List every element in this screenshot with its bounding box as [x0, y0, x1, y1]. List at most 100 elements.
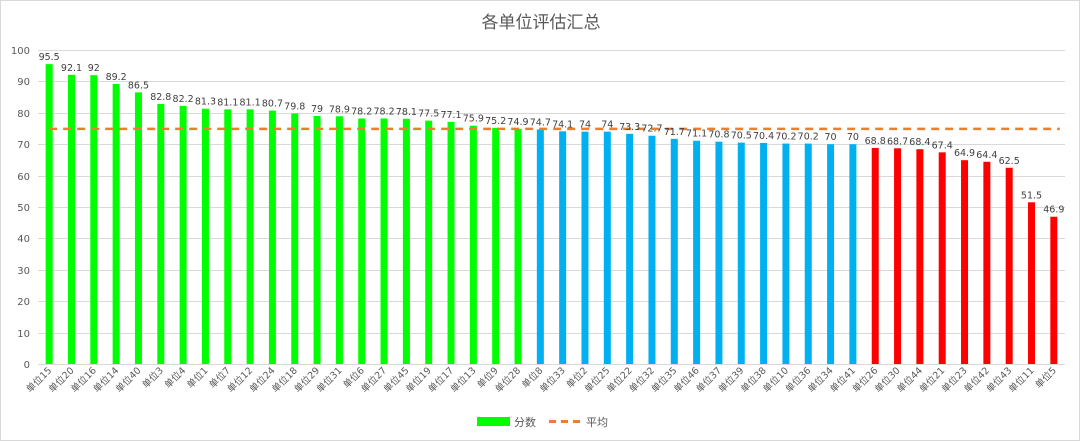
bar: [447, 121, 455, 364]
bar: [581, 131, 589, 364]
data-label: 89.2: [106, 72, 127, 83]
bar: [916, 149, 924, 364]
bar: [693, 140, 701, 364]
legend-swatch-score: [477, 417, 510, 426]
bar: [201, 108, 209, 364]
y-tick-label: 60: [17, 172, 30, 183]
data-label: 74.1: [552, 119, 573, 130]
data-label: 70.2: [798, 132, 819, 143]
data-label: 62.5: [999, 156, 1020, 167]
data-label: 78.1: [396, 107, 417, 118]
legend: 分数 平均: [477, 416, 608, 429]
x-tick-label: 单位3: [140, 365, 166, 391]
bar: [224, 109, 232, 364]
bar: [90, 75, 98, 365]
data-label: 80.7: [262, 99, 283, 110]
y-tick-label: 50: [17, 203, 30, 214]
data-label: 81.3: [195, 97, 216, 108]
bar: [313, 115, 321, 364]
bar: [983, 161, 991, 364]
bar: [1028, 202, 1036, 364]
data-label: 68.8: [865, 136, 886, 147]
data-label: 77.1: [440, 110, 461, 121]
data-label: 86.5: [128, 80, 149, 91]
x-tick-label: 单位11: [1006, 365, 1036, 395]
bar: [469, 125, 477, 364]
data-label: 78.9: [329, 104, 350, 115]
data-label: 92.1: [61, 63, 82, 74]
data-label: 70.4: [753, 131, 774, 142]
data-label: 70: [825, 132, 837, 143]
data-label: 64.9: [954, 148, 975, 159]
data-label: 71.1: [686, 129, 707, 140]
bar: [425, 120, 433, 365]
x-axis-ticks: 单位15单位20单位16单位14单位40单位3单位4单位1单位7单位12单位24…: [24, 365, 1059, 395]
bar: [938, 152, 946, 364]
bar: [559, 131, 567, 364]
bar: [179, 105, 187, 364]
y-tick-label: 80: [17, 109, 30, 120]
x-tick-label: 单位31: [314, 365, 344, 395]
bar: [45, 64, 53, 364]
data-label: 74: [579, 120, 591, 131]
data-label: 81.1: [217, 97, 238, 108]
y-tick-label: 0: [24, 360, 30, 371]
data-label: 79: [311, 104, 323, 115]
x-tick-label: 单位40: [113, 365, 143, 395]
legend-label-average: 平均: [586, 416, 608, 429]
data-label: 77.5: [418, 109, 439, 120]
data-label: 82.2: [173, 94, 194, 105]
data-label: 68.7: [887, 136, 908, 147]
chart-title: 各单位评估汇总: [482, 13, 601, 33]
bar: [536, 129, 544, 364]
data-label: 67.4: [932, 140, 953, 151]
x-tick-label: 单位28: [493, 365, 523, 395]
y-tick-label: 10: [17, 329, 30, 340]
data-label: 82.8: [150, 92, 171, 103]
data-label: 70.5: [731, 131, 752, 142]
data-label: 74.7: [530, 117, 551, 128]
data-label: 75.2: [485, 116, 506, 127]
bar: [157, 104, 165, 365]
gridlines: [38, 50, 1065, 365]
data-label: 71.7: [664, 127, 685, 138]
data-label: 92: [88, 63, 100, 74]
x-tick-label: 单位33: [537, 365, 567, 395]
y-tick-label: 20: [17, 297, 30, 308]
bar: [804, 143, 812, 364]
data-label: 70.2: [775, 132, 796, 143]
data-label: 68.4: [909, 137, 930, 148]
data-label: 74: [601, 120, 613, 131]
bar: [894, 148, 902, 364]
data-label: 78.2: [351, 106, 372, 117]
data-label: 79.8: [284, 101, 305, 112]
legend-label-score: 分数: [514, 416, 536, 429]
data-label: 70.8: [708, 130, 729, 141]
y-axis-ticks: 0 10 20 30 40 50 60 70 80 90 100: [11, 46, 30, 371]
y-tick-label: 40: [17, 234, 30, 245]
y-tick-label: 100: [11, 46, 30, 57]
bar: [603, 131, 611, 364]
data-label: 95.5: [39, 52, 60, 63]
data-label: 74.9: [507, 117, 528, 128]
bar: [849, 144, 857, 364]
bar: [134, 92, 142, 364]
bar: [335, 116, 343, 364]
bar: [246, 109, 254, 364]
x-tick-label: 单位5: [1033, 365, 1059, 391]
bars: [45, 64, 1058, 365]
data-label: 51.5: [1021, 190, 1042, 201]
data-label: 64.4: [976, 150, 997, 161]
bar: [514, 128, 522, 364]
bar: [268, 110, 276, 365]
data-label: 75.9: [463, 114, 484, 125]
bar: [760, 142, 768, 364]
bar: [402, 118, 410, 365]
bar: [291, 113, 299, 364]
bar: [670, 138, 678, 364]
bar: [112, 83, 120, 365]
x-tick-label: 单位4: [162, 365, 188, 391]
bar: [961, 160, 969, 364]
